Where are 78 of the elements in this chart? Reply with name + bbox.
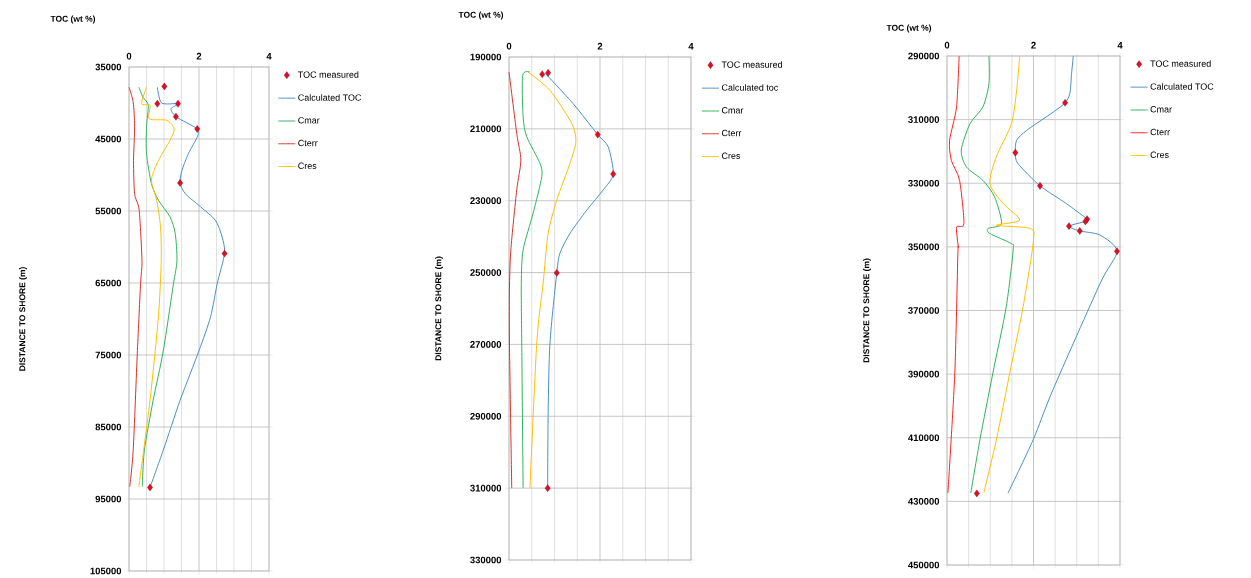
point bbox=[594, 130, 601, 139]
y-tick-label: 310000 bbox=[470, 484, 502, 492]
legend-label: Cterr bbox=[298, 139, 318, 147]
point bbox=[553, 269, 560, 277]
point bbox=[194, 125, 201, 133]
legend-label: Calculated TOC bbox=[1150, 83, 1214, 90]
x-tick-label: 4 bbox=[266, 52, 272, 60]
point bbox=[154, 99, 161, 108]
y-tick-label: 105000 bbox=[90, 567, 122, 575]
y-tick-label: 290000 bbox=[470, 412, 502, 420]
legend-label: TOC measured bbox=[297, 71, 359, 78]
legend-label: TOC measured bbox=[721, 61, 783, 68]
y-tick-label: 75000 bbox=[95, 351, 122, 359]
y-tick-label: 410000 bbox=[908, 434, 940, 442]
y-axis-title: DISTANCE TO SHORE (m) bbox=[435, 256, 443, 361]
line-series bbox=[520, 71, 543, 489]
legend-label: Calculated toc bbox=[721, 84, 779, 91]
x-tick-label: 4 bbox=[1117, 41, 1123, 49]
legend-label: TOC measured bbox=[1150, 60, 1211, 67]
point bbox=[539, 70, 546, 78]
legend-label: Cmar bbox=[721, 107, 744, 114]
y-tick-label: 330000 bbox=[908, 179, 940, 187]
x-axis-title: TOC (wt %) bbox=[50, 15, 96, 24]
legend-label: Cmar bbox=[298, 117, 320, 124]
y-tick-label: 370000 bbox=[908, 307, 940, 314]
point bbox=[221, 249, 228, 258]
legend-label: Cres bbox=[298, 162, 317, 169]
y-tick-label: 95000 bbox=[95, 495, 122, 503]
y-tick-label: 350000 bbox=[908, 243, 940, 251]
y-tick-label: 270000 bbox=[470, 341, 502, 348]
point bbox=[1037, 182, 1043, 190]
y-tick-label: 45000 bbox=[95, 135, 122, 143]
legend-label: Cres bbox=[1150, 151, 1169, 158]
y-tick-label: 210000 bbox=[470, 125, 502, 133]
x-tick-label: 4 bbox=[688, 42, 694, 50]
point bbox=[544, 484, 551, 492]
point bbox=[161, 82, 168, 91]
point bbox=[545, 69, 551, 77]
point bbox=[1012, 148, 1019, 157]
y-tick-label: 85000 bbox=[95, 423, 122, 431]
y-tick-label: 390000 bbox=[908, 370, 940, 378]
y-tick-label: 55000 bbox=[95, 207, 122, 215]
x-axis-title: TOC (wt %) bbox=[458, 11, 504, 20]
legend-label: Cterr bbox=[721, 129, 742, 137]
x-axis-title: TOC (wt %) bbox=[886, 24, 932, 33]
point bbox=[610, 170, 617, 178]
point bbox=[1076, 227, 1083, 235]
line-series bbox=[960, 55, 1015, 494]
y-axis-title: DISTANCE TO SHORE (m) bbox=[863, 258, 871, 363]
y-tick-label: 450000 bbox=[908, 561, 940, 569]
line-series bbox=[527, 71, 577, 489]
y-tick-label: 330000 bbox=[470, 556, 502, 564]
legend-label: Calculated TOC bbox=[298, 94, 362, 101]
y-tick-label: 230000 bbox=[470, 197, 502, 205]
point bbox=[177, 179, 183, 187]
point bbox=[1062, 99, 1068, 107]
x-tick-label: 2 bbox=[597, 42, 603, 50]
x-tick-label: 0 bbox=[506, 42, 512, 50]
point bbox=[1066, 222, 1072, 230]
y-tick-label: 310000 bbox=[908, 116, 940, 123]
x-tick-label: 0 bbox=[126, 52, 132, 60]
line-series bbox=[983, 55, 1035, 494]
line-series bbox=[508, 71, 522, 489]
y-tick-label: 430000 bbox=[908, 498, 940, 505]
x-tick-label: 2 bbox=[196, 52, 202, 60]
y-tick-label: 250000 bbox=[470, 269, 502, 276]
legend-label: Cterr bbox=[1150, 128, 1170, 136]
y-tick-label: 65000 bbox=[95, 279, 122, 287]
y-tick-label: 35000 bbox=[95, 63, 122, 71]
line-series bbox=[947, 55, 965, 494]
y-axis-title: DISTANCE TO SHORE (m) bbox=[19, 267, 27, 371]
y-tick-label: 190000 bbox=[470, 53, 502, 61]
x-tick-label: 2 bbox=[1031, 41, 1036, 49]
legend-label: Cmar bbox=[1150, 106, 1172, 113]
legend-label: Cres bbox=[721, 152, 741, 159]
line-series bbox=[128, 86, 143, 488]
x-tick-label: 0 bbox=[944, 41, 950, 49]
y-tick-label: 290000 bbox=[908, 52, 940, 60]
